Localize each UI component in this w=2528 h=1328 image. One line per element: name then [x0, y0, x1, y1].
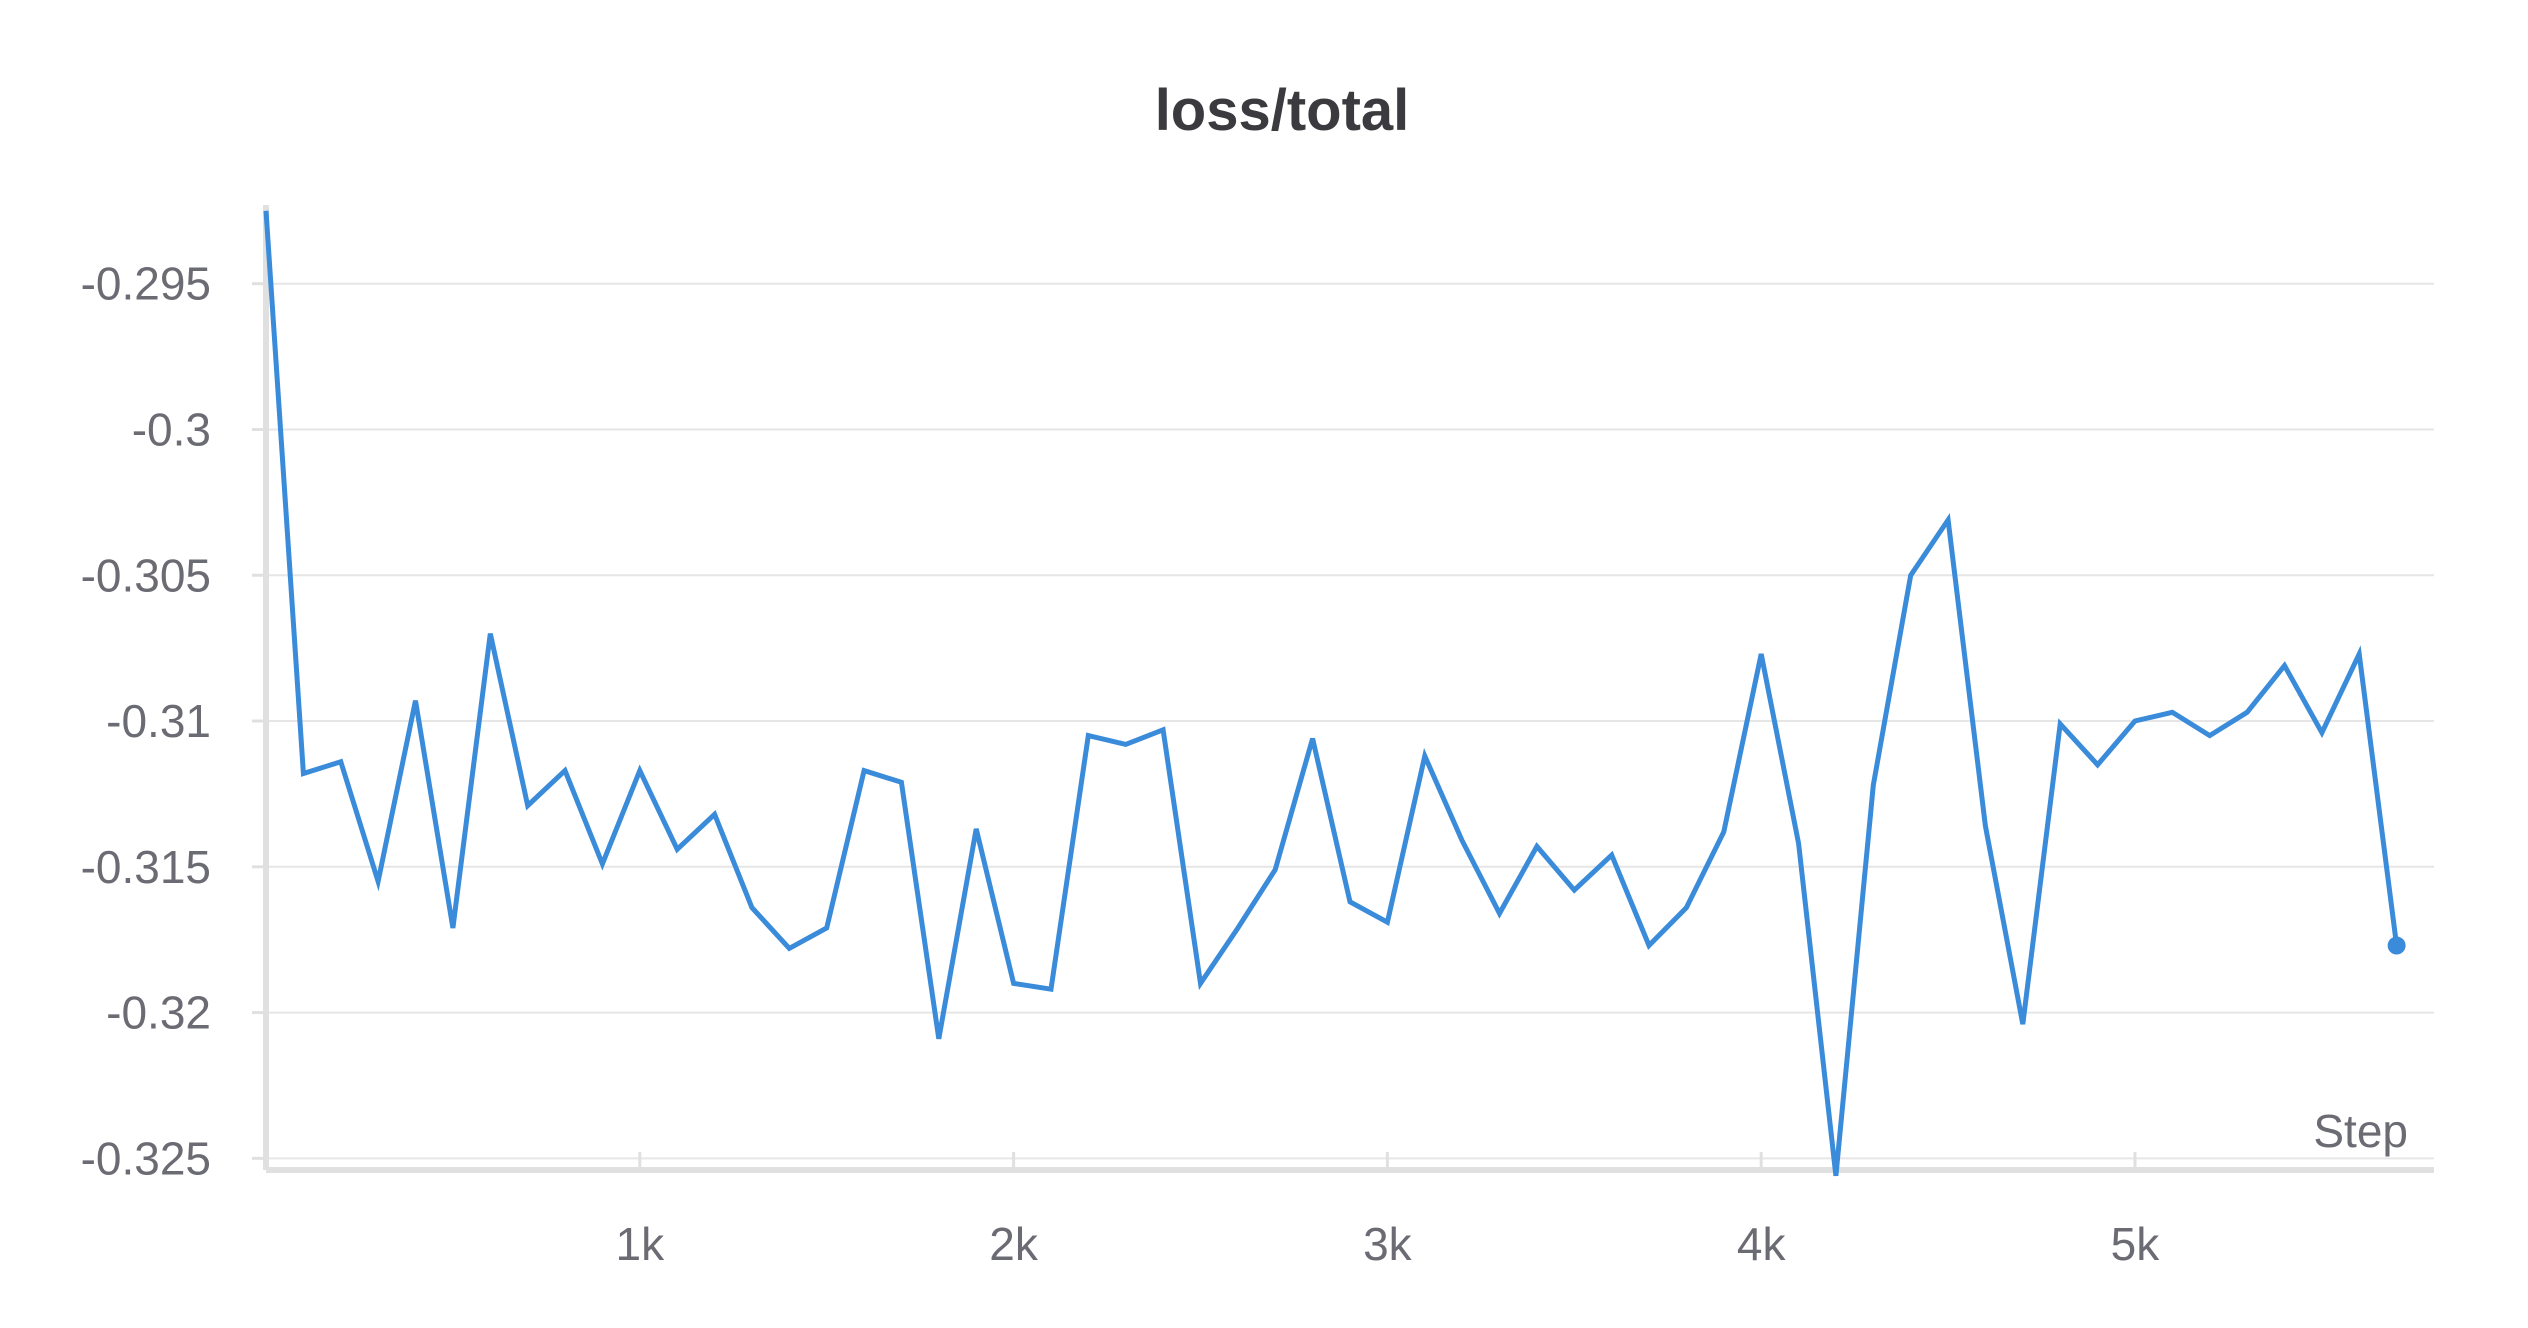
x-tick-label: 5k — [2111, 1218, 2161, 1270]
series-layer — [263, 210, 2406, 1177]
y-tick-label: -0.31 — [106, 695, 211, 747]
y-tick-label: -0.3 — [132, 403, 211, 455]
grid-lines — [266, 282, 2434, 1160]
y-tick-label: -0.32 — [106, 987, 211, 1039]
y-tick-label: -0.315 — [81, 841, 211, 893]
y-tick-label: -0.325 — [81, 1132, 211, 1184]
x-tick-label: 3k — [1363, 1218, 1413, 1270]
series-line — [263, 210, 2400, 1177]
x-axis-label: Step — [2313, 1105, 2408, 1157]
series-end-point — [2387, 936, 2406, 955]
axes: -0.295 -0.3 -0.305 -0.31 -0.315 -0.32 -0.325 1k… — [81, 205, 2434, 1270]
y-tick-label: -0.295 — [81, 258, 211, 310]
x-tick-label: 2k — [989, 1218, 1039, 1270]
x-tick-label: 1k — [615, 1218, 665, 1270]
y-tick-label: -0.305 — [81, 549, 211, 601]
chart-title: loss/total — [1155, 78, 1410, 143]
x-tick-label: 4k — [1737, 1218, 1787, 1270]
